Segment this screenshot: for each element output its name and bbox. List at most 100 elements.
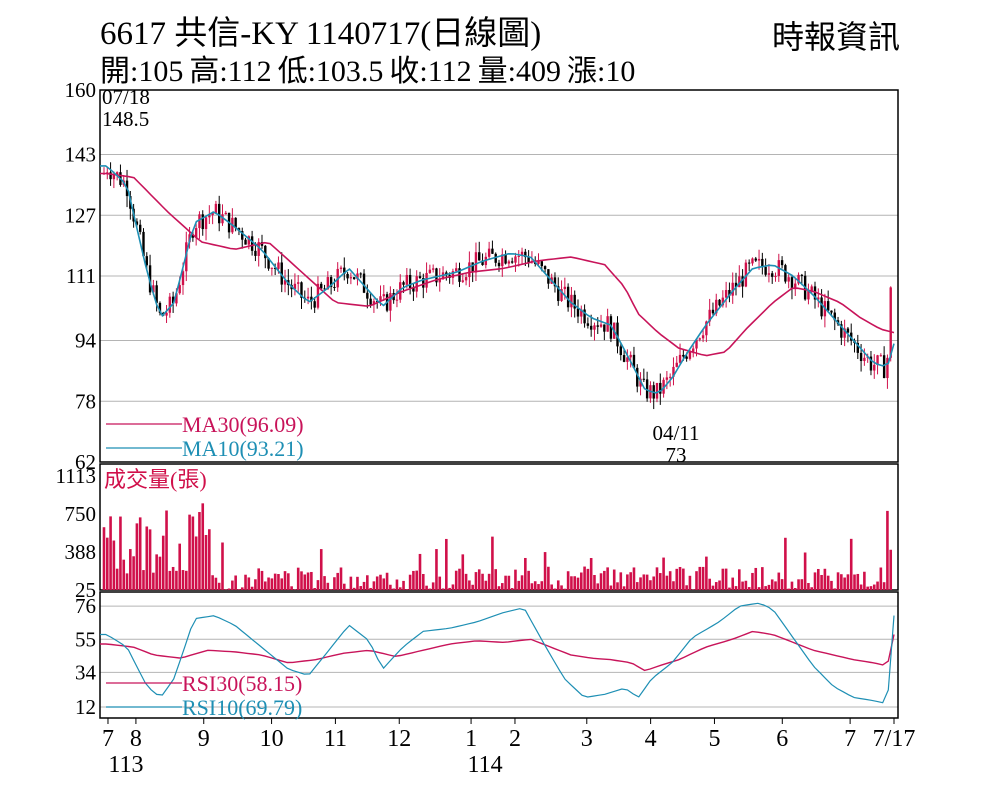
volume-bar-46: [254, 579, 257, 590]
volume-bar-185: [711, 585, 715, 590]
candle-body-171: [665, 377, 669, 380]
volume-bar-115: [481, 573, 484, 590]
candle-body-72: [339, 267, 343, 269]
candle-body-129: [527, 257, 530, 263]
candle-body-184: [708, 309, 711, 322]
volume-bar-84: [379, 574, 382, 590]
volume-bar-208: [787, 588, 790, 590]
candle-body-227: [850, 332, 853, 341]
volume-bar-102: [438, 576, 442, 590]
volume-bar-101: [435, 549, 438, 590]
candle-body-144: [576, 308, 580, 317]
source-label: 時報資訊: [771, 19, 900, 55]
volume-bar-72: [339, 567, 343, 590]
candle-body-4: [115, 172, 119, 175]
candle-body-80: [366, 292, 369, 299]
volume-bar-137: [553, 588, 557, 590]
candle-body-210: [794, 283, 797, 289]
volume-bar-90: [398, 587, 402, 590]
volume-bars: [102, 503, 893, 590]
volume-bar-128: [524, 557, 527, 590]
volume-bar-219: [823, 568, 827, 590]
volume-bar-229: [856, 573, 860, 590]
candle-body-30: [201, 214, 204, 230]
candle-body-37: [224, 212, 227, 215]
volume-bar-184: [708, 578, 711, 590]
indicator-lines: [100, 165, 895, 704]
volume-bar-40: [234, 575, 237, 590]
candle-body-70: [333, 286, 336, 288]
candle-body-67: [323, 288, 326, 290]
volume-bar-79: [362, 581, 366, 590]
candle-body-123: [507, 261, 511, 264]
volume-bar-1: [105, 537, 109, 590]
candle-body-172: [668, 376, 672, 378]
candle-body-154: [609, 316, 613, 339]
volume-bar-149: [593, 575, 596, 590]
candle-body-22: [175, 293, 178, 304]
volume-bar-116: [484, 580, 488, 590]
candle-body-156: [616, 322, 619, 347]
volume-bar-146: [583, 566, 586, 590]
volume-bar-65: [316, 580, 320, 590]
volume-bar-210: [793, 587, 797, 590]
volume-tick-2: 750: [65, 502, 97, 526]
candle-body-193: [738, 276, 741, 288]
volume-bar-200: [761, 567, 764, 590]
volume-bar-158: [622, 586, 626, 590]
volume-bar-134: [543, 552, 547, 590]
volume-bar-104: [445, 538, 448, 590]
volume-bar-224: [840, 574, 843, 590]
volume-bar-183: [705, 556, 708, 590]
volume-bar-70: [333, 577, 336, 590]
candle-body-189: [724, 289, 728, 298]
volume-bar-66: [319, 549, 323, 590]
volume-bar-227: [849, 538, 853, 590]
candle-body-20: [168, 296, 172, 313]
candle-body-128: [524, 251, 527, 258]
volume-bar-28: [194, 536, 198, 590]
candle-body-134: [543, 266, 547, 270]
candle-body-180: [695, 339, 698, 349]
volume-bar-222: [833, 588, 837, 590]
candle-body-220: [826, 301, 830, 311]
volume-bar-61: [303, 574, 307, 590]
candle-body-175: [678, 354, 682, 363]
volume-bar-19: [165, 510, 168, 590]
volume-bar-114: [477, 569, 481, 590]
rsi10-line: [100, 602, 895, 704]
volume-bar-218: [820, 574, 823, 590]
candle-body-84: [379, 296, 382, 302]
candle-body-13: [145, 256, 148, 266]
volume-tick-3: 1113: [56, 464, 96, 488]
volume-bar-74: [346, 588, 349, 590]
candle-body-52: [273, 267, 277, 269]
chart-title: 6617 共信-KY 1140717(日線圖): [100, 16, 542, 52]
volume-tick-0: 25: [75, 578, 96, 602]
panel-frame-1: [99, 463, 899, 591]
candle-body-91: [402, 282, 405, 285]
candle-body-45: [250, 236, 254, 251]
volume-bar-148: [589, 558, 593, 590]
volume-bar-49: [263, 581, 267, 590]
volume-bar-127: [520, 575, 524, 590]
volume-bar-177: [685, 585, 688, 590]
volume-bar-121: [500, 583, 504, 590]
volume-bar-211: [797, 579, 800, 590]
volume-bar-91: [402, 580, 405, 590]
volume-bar-13: [145, 526, 149, 590]
volume-bar-142: [570, 576, 573, 590]
price-tick-2: 94: [75, 329, 97, 353]
volume-bar-67: [323, 576, 326, 590]
volume-bar-231: [863, 571, 866, 590]
volume-bar-164: [642, 574, 646, 590]
volume-bar-25: [184, 570, 188, 590]
volume-bar-9: [132, 556, 135, 590]
volume-bar-166: [649, 580, 652, 590]
candle-body-142: [570, 294, 573, 308]
volume-bar-155: [612, 569, 616, 590]
candle-body-168: [655, 382, 659, 399]
volume-bar-11: [138, 517, 142, 590]
volume-bar-55: [283, 571, 287, 590]
